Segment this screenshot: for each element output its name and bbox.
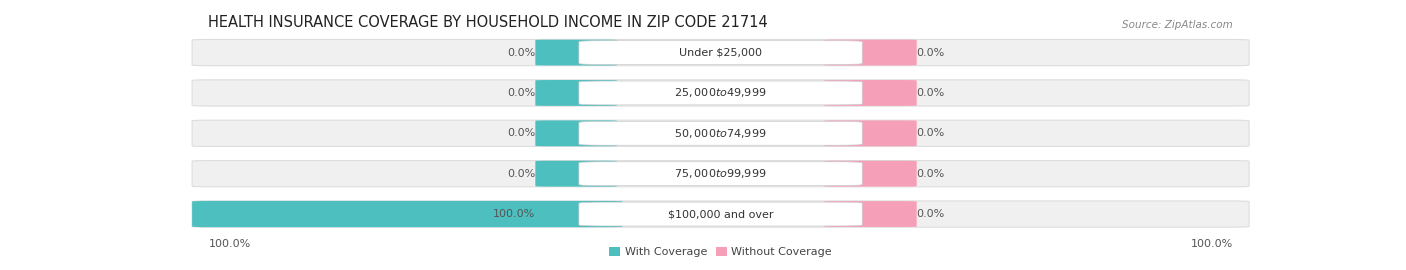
FancyBboxPatch shape (536, 80, 617, 106)
FancyBboxPatch shape (536, 161, 617, 187)
FancyBboxPatch shape (824, 80, 917, 106)
Text: 0.0%: 0.0% (508, 48, 536, 58)
FancyBboxPatch shape (193, 80, 1249, 106)
FancyBboxPatch shape (824, 120, 917, 146)
FancyBboxPatch shape (824, 201, 917, 227)
FancyBboxPatch shape (193, 161, 1249, 187)
Text: 100.0%: 100.0% (1191, 239, 1233, 249)
Text: 0.0%: 0.0% (917, 169, 945, 179)
FancyBboxPatch shape (193, 201, 623, 227)
Text: $50,000 to $74,999: $50,000 to $74,999 (675, 127, 766, 140)
Text: 0.0%: 0.0% (508, 88, 536, 98)
Legend: With Coverage, Without Coverage: With Coverage, Without Coverage (605, 242, 837, 262)
FancyBboxPatch shape (579, 41, 862, 65)
Text: Under $25,000: Under $25,000 (679, 48, 762, 58)
FancyBboxPatch shape (579, 81, 862, 105)
FancyBboxPatch shape (536, 40, 617, 66)
Text: 0.0%: 0.0% (917, 88, 945, 98)
FancyBboxPatch shape (824, 40, 917, 66)
Text: 0.0%: 0.0% (917, 48, 945, 58)
Text: $75,000 to $99,999: $75,000 to $99,999 (675, 167, 766, 180)
Text: Source: ZipAtlas.com: Source: ZipAtlas.com (1122, 20, 1233, 31)
Text: HEALTH INSURANCE COVERAGE BY HOUSEHOLD INCOME IN ZIP CODE 21714: HEALTH INSURANCE COVERAGE BY HOUSEHOLD I… (208, 15, 768, 31)
Text: $25,000 to $49,999: $25,000 to $49,999 (675, 86, 766, 99)
FancyBboxPatch shape (193, 120, 1249, 146)
Text: 0.0%: 0.0% (917, 128, 945, 138)
Text: 0.0%: 0.0% (508, 128, 536, 138)
FancyBboxPatch shape (579, 122, 862, 145)
Text: 100.0%: 100.0% (208, 239, 250, 249)
FancyBboxPatch shape (579, 202, 862, 226)
Text: 0.0%: 0.0% (917, 209, 945, 219)
FancyBboxPatch shape (536, 120, 617, 146)
Text: $100,000 and over: $100,000 and over (668, 209, 773, 219)
FancyBboxPatch shape (193, 39, 1249, 66)
Text: 100.0%: 100.0% (494, 209, 536, 219)
FancyBboxPatch shape (579, 162, 862, 185)
FancyBboxPatch shape (193, 201, 1249, 227)
FancyBboxPatch shape (824, 161, 917, 187)
Text: 0.0%: 0.0% (508, 169, 536, 179)
